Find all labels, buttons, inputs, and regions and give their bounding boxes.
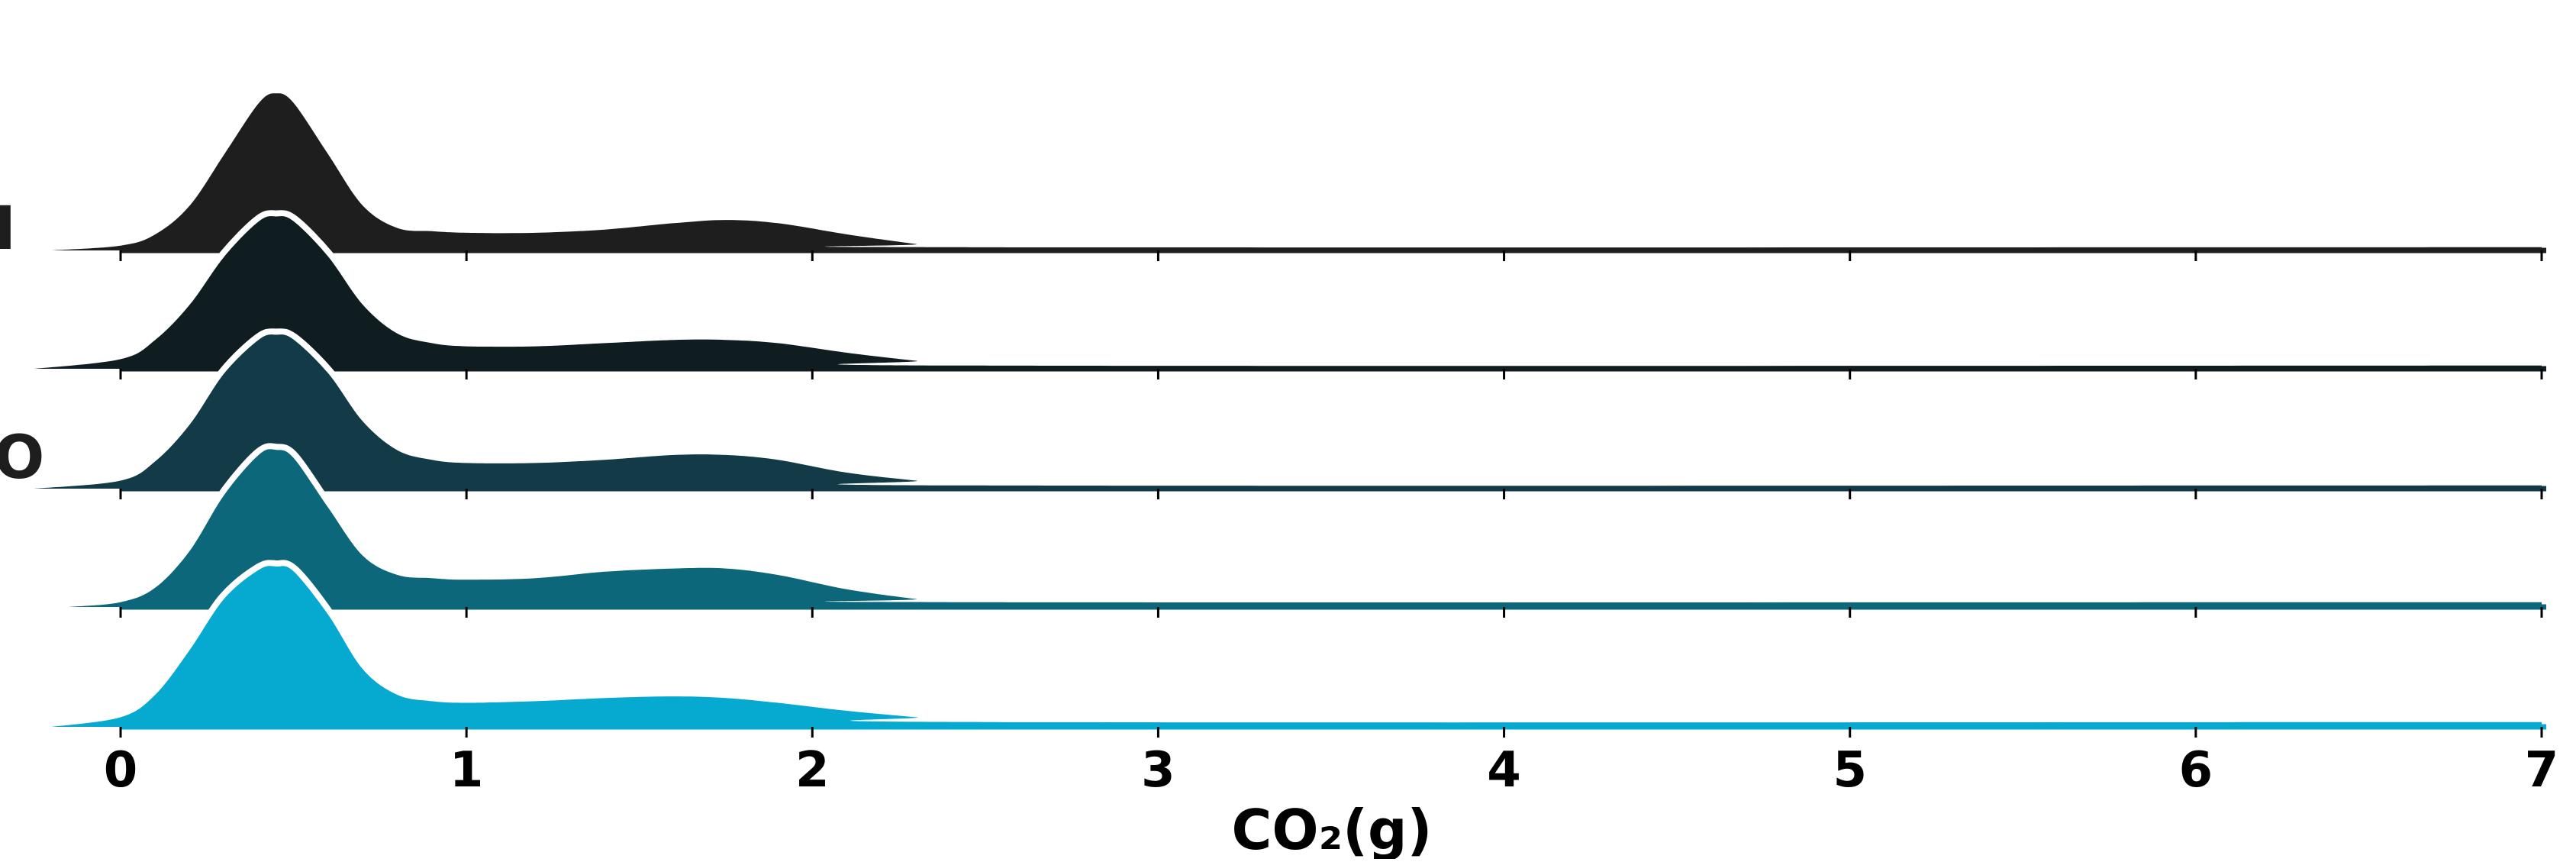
x-tick-labels: 0 1 2 3 4 5 6 7 [104, 742, 2559, 799]
x-tick-label: 4 [1487, 742, 1521, 799]
ridge-1 [50, 87, 2546, 261]
x-tick-label: 2 [795, 742, 830, 799]
x-tick-label: 7 [2525, 742, 2559, 799]
x-tick-label: 5 [1833, 742, 1867, 799]
ridges-layer: IO [0, 87, 2546, 738]
ridge-5 [50, 560, 2546, 738]
row-label: I [0, 195, 16, 263]
x-axis-label: CO₂(g) [1232, 798, 1433, 859]
x-tick-label: 0 [104, 742, 138, 799]
row-label: O [0, 424, 44, 492]
x-tick-label: 1 [450, 742, 484, 799]
x-tick-label: 6 [2179, 742, 2213, 799]
ridge-outline [50, 87, 2542, 257]
ridge-area [51, 566, 2542, 727]
x-tick-label: 3 [1141, 742, 1175, 799]
